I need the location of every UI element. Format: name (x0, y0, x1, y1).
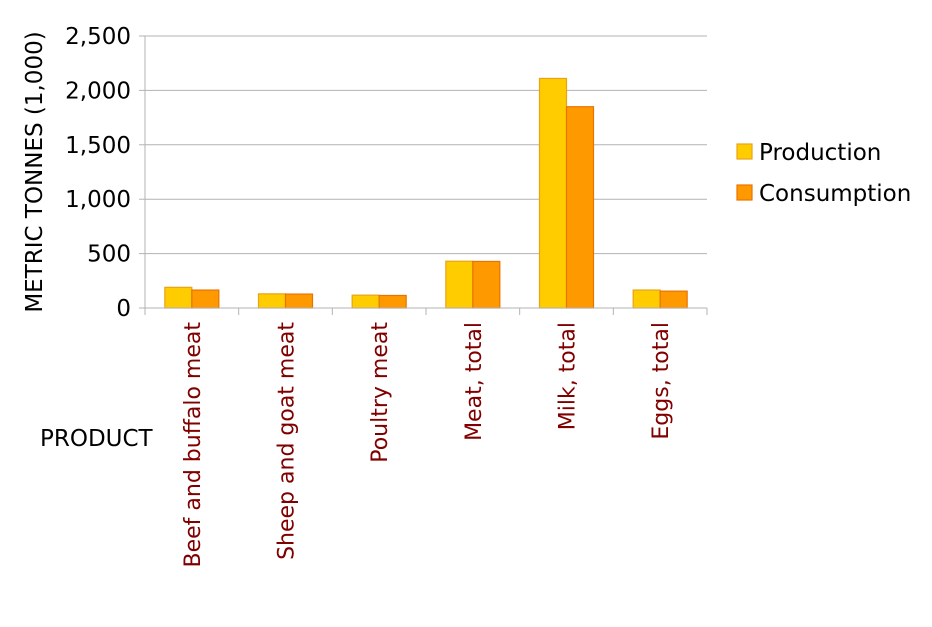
legend-swatch-production (736, 143, 753, 160)
x-axis-title: PRODUCT (40, 426, 154, 452)
y-tick-label: 1,000 (65, 187, 131, 213)
bar-production (632, 289, 661, 309)
y-tick-label: 2,500 (65, 24, 131, 50)
bar-production (351, 294, 380, 309)
bar-production (164, 286, 193, 309)
bars (164, 77, 688, 309)
x-category-label: Poultry meat (368, 322, 393, 463)
axes (139, 35, 708, 315)
y-tick-label: 500 (87, 242, 131, 268)
bar-consumption (659, 290, 688, 309)
legend-label-consumption: Consumption (759, 181, 911, 207)
legend: Production Consumption (736, 140, 911, 207)
gridlines (145, 35, 707, 255)
legend-label-production: Production (759, 140, 881, 166)
x-category-label: Meat, total (462, 322, 487, 441)
x-category-label: Eggs, total (649, 322, 674, 440)
bar-consumption (284, 293, 314, 309)
bar-production (538, 77, 568, 309)
bar-production (445, 260, 474, 309)
bar-consumption (565, 106, 595, 309)
x-category-label: Milk, total (556, 322, 581, 430)
bar-consumption (472, 260, 501, 309)
x-category-label: Beef and buffalo meat (181, 322, 206, 568)
y-tick-label: 1,500 (65, 133, 131, 159)
x-category-label: Sheep and goat meat (275, 322, 300, 560)
labels: 0 500 1,000 1,500 2,000 2,500 Beef and buffalo… (65, 24, 674, 567)
y-tick-label: 2,000 (65, 78, 131, 104)
y-axis-title: METRIC TONNES (1,000) (22, 31, 48, 312)
y-tick-label: 0 (116, 296, 131, 322)
bar-consumption (378, 294, 407, 309)
bar-production (257, 293, 287, 309)
bar-consumption (191, 289, 220, 309)
legend-swatch-consumption (736, 184, 753, 201)
